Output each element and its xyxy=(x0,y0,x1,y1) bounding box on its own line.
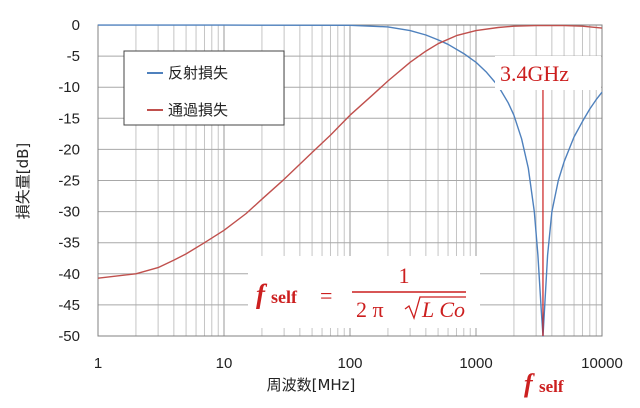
x-tick-label: 10 xyxy=(216,355,233,372)
series-line-1 xyxy=(97,24,603,279)
legend-label-reflection: 反射損失 xyxy=(168,64,228,82)
resonance-label-box xyxy=(495,56,601,90)
y-tick-label: -10 xyxy=(58,79,80,96)
y-tick-label: -30 xyxy=(58,204,80,221)
fself-axis-f: f xyxy=(524,369,535,398)
x-tick-label: 10000 xyxy=(581,355,623,372)
y-tick-label: -40 xyxy=(58,266,80,283)
formula-denominator-prefix: 2 π xyxy=(356,297,384,322)
y-axis-title: 損失量[dB] xyxy=(14,143,32,220)
y-tick-label: 0 xyxy=(72,17,80,34)
series-line-0 xyxy=(98,24,603,337)
y-tick-label: -50 xyxy=(58,328,80,345)
legend-label-transmission: 通過損失 xyxy=(168,101,228,119)
series-lines xyxy=(97,24,603,337)
formula-lhs-sub: self xyxy=(271,287,298,307)
resonance-freq-label: 3.4GHz xyxy=(500,61,569,86)
y-tick-labels: 0 -5 -10 -15 -20 -25 -30 -35 -40 -45 -50 xyxy=(58,17,80,345)
fself-axis-self: self xyxy=(539,377,564,396)
formula-sqrt-sign xyxy=(404,296,466,320)
formula-radicand: L Co xyxy=(421,297,465,322)
y-tick-label: -5 xyxy=(67,48,80,65)
y-tick-label: -25 xyxy=(58,173,80,190)
y-tick-label: -35 xyxy=(58,235,80,252)
fself-axis-label: f self xyxy=(524,369,564,398)
legend-box xyxy=(123,50,285,126)
legend: 反射損失 通過損失 xyxy=(123,50,285,126)
formula-numerator: 1 xyxy=(399,263,410,288)
formula-equals: = xyxy=(320,283,332,308)
x-tick-labels: 1 10 100 1000 10000 xyxy=(94,355,623,372)
y-tick-label: -15 xyxy=(58,110,80,127)
x-axis-title: 周波数[MHz] xyxy=(267,376,356,394)
fself-formula: f self = 1 2 π L Co xyxy=(248,256,480,328)
x-tick-label: 1000 xyxy=(459,355,492,372)
x-tick-label: 100 xyxy=(337,355,362,372)
y-tick-label: -45 xyxy=(58,297,80,314)
x-tick-label: 1 xyxy=(94,355,102,372)
y-tick-label: -20 xyxy=(58,141,80,158)
